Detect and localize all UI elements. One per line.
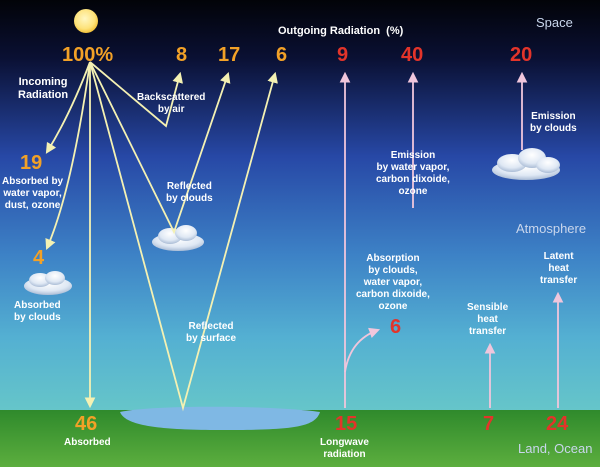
reflected-clouds-label: Reflected by clouds xyxy=(166,181,213,204)
backscattered-label: Backscattered by air xyxy=(137,92,206,115)
sky-background xyxy=(0,0,600,412)
emission-vapor-value: 40 xyxy=(401,44,424,66)
shortwave-arrows xyxy=(45,61,278,412)
arrow-reflected-surface xyxy=(89,61,278,412)
absorption-label: Absorption by clouds, water vapor, carbo… xyxy=(356,253,430,312)
cloud-icon xyxy=(492,148,560,180)
reflected-clouds-value: 17 xyxy=(218,44,241,66)
absorbed-clouds-value: 4 xyxy=(33,247,45,269)
arrow-to-absorbed-clouds xyxy=(45,61,91,250)
outgoing-surface-value: 9 xyxy=(337,44,349,66)
emission-clouds-label: Emission by clouds xyxy=(530,111,577,134)
cloud-icon xyxy=(152,225,204,251)
reflected-surface-value: 6 xyxy=(276,44,288,66)
longwave-label: Longwave radiation xyxy=(320,437,369,460)
longwave-arrows xyxy=(339,71,564,408)
zone-land-ocean: Land, Ocean xyxy=(518,441,593,456)
absorption-value: 6 xyxy=(390,316,402,338)
ocean-water xyxy=(120,406,320,430)
sensible-heat-value: 7 xyxy=(483,413,495,435)
sensible-heat-label: Sensible heat transfer xyxy=(467,302,509,337)
arrow-reflected-clouds xyxy=(89,61,231,235)
incoming-label: Incoming Radiation xyxy=(18,76,69,101)
zone-space: Space xyxy=(536,15,573,30)
absorbed-clouds-label: Absorbed by clouds xyxy=(14,300,61,323)
diagram-title: Outgoing Radiation (%) xyxy=(278,25,404,37)
longwave-value: 15 xyxy=(335,413,358,435)
latent-heat-label: Latent heat transfer xyxy=(540,251,578,286)
absorbed-surface-value: 46 xyxy=(75,413,98,435)
sun-icon xyxy=(74,9,98,33)
emission-vapor-label: Emission by water vapor, carbon dixoide,… xyxy=(376,150,450,197)
incoming-value: 100% xyxy=(62,44,114,66)
arrow-to-absorbed-vapor xyxy=(45,61,91,154)
backscattered-value: 8 xyxy=(176,44,188,66)
latent-heat-value: 24 xyxy=(546,413,569,435)
emission-clouds-value: 20 xyxy=(510,44,533,66)
arrow-absorption xyxy=(344,327,381,373)
cloud-icon xyxy=(24,271,72,295)
zone-atmosphere: Atmosphere xyxy=(516,221,587,236)
absorbed-surface-label: Absorbed xyxy=(64,437,111,448)
absorbed-vapor-value: 19 xyxy=(20,152,43,174)
reflected-surface-label: Reflected by surface xyxy=(186,321,237,344)
absorbed-vapor-label: Absorbed by water vapor, dust, ozone xyxy=(2,176,64,211)
arrow-backscattered xyxy=(89,61,183,128)
